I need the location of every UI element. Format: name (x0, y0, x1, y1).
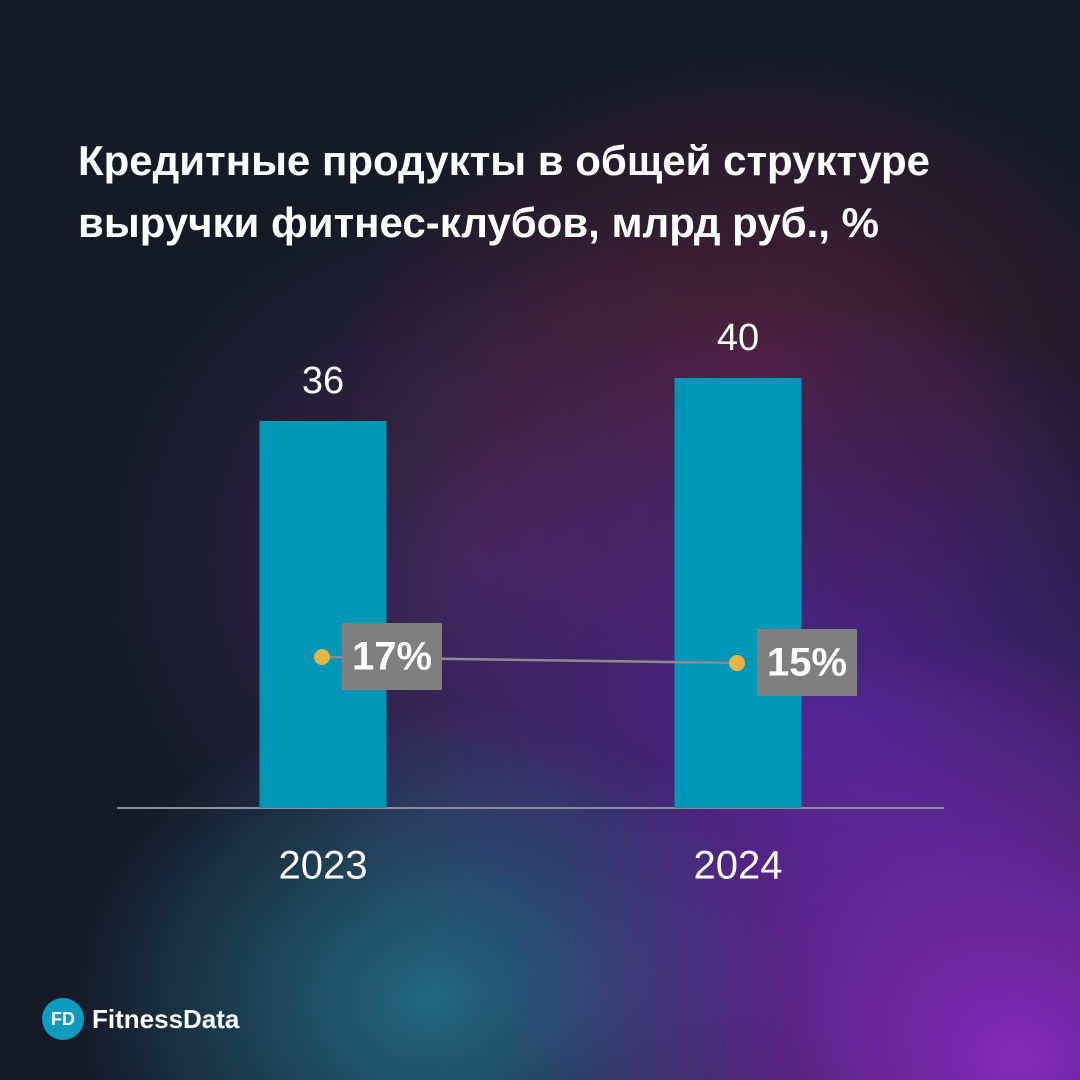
brand-mark: FD (42, 998, 84, 1040)
line-point (729, 655, 745, 671)
x-tick-label: 2023 (279, 844, 368, 888)
bar-value-label: 36 (302, 360, 344, 402)
label-box (757, 629, 857, 696)
label-box (342, 623, 442, 690)
bar (259, 421, 387, 808)
bar (674, 378, 802, 808)
chart-title: Кредитные продукты в общей структуре выр… (78, 137, 930, 246)
bar-value-label: 40 (717, 317, 759, 359)
line-point (314, 649, 330, 665)
brand: FD FitnessData (42, 998, 239, 1040)
line-value-label: 17% (352, 635, 432, 679)
line-value-label: 15% (767, 641, 847, 685)
x-tick-label: 2024 (694, 844, 783, 888)
brand-name: FitnessData (92, 1003, 240, 1034)
